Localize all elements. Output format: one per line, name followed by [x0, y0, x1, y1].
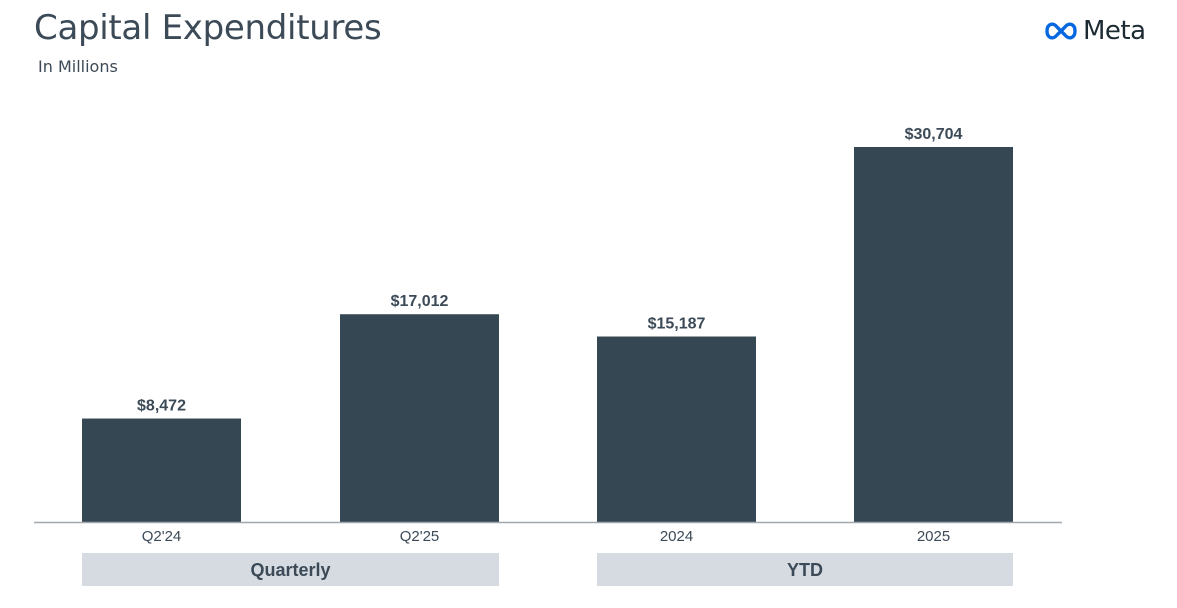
group-label: YTD [787, 560, 823, 580]
x-tick-label: 2025 [917, 528, 950, 545]
bar [340, 314, 499, 522]
data-label: $30,704 [905, 126, 963, 143]
x-tick-label: Q2'25 [400, 528, 440, 545]
x-tick-label: 2024 [660, 528, 693, 545]
meta-logo: Meta [1043, 16, 1146, 46]
meta-infinity-icon [1045, 22, 1077, 40]
data-label: $15,187 [648, 316, 706, 333]
bar [597, 336, 756, 522]
logo-text: Meta [1083, 16, 1146, 46]
group-band [82, 553, 499, 586]
bar [854, 147, 1013, 522]
x-tick-label: Q2'24 [142, 528, 182, 545]
group-band [597, 553, 1013, 586]
data-label: $8,472 [137, 398, 186, 415]
data-label: $17,012 [391, 293, 449, 310]
group-label: Quarterly [250, 560, 330, 580]
chart-title: Capital Expenditures [34, 8, 382, 48]
bar [82, 418, 241, 522]
chart-subtitle: In Millions [38, 57, 118, 76]
